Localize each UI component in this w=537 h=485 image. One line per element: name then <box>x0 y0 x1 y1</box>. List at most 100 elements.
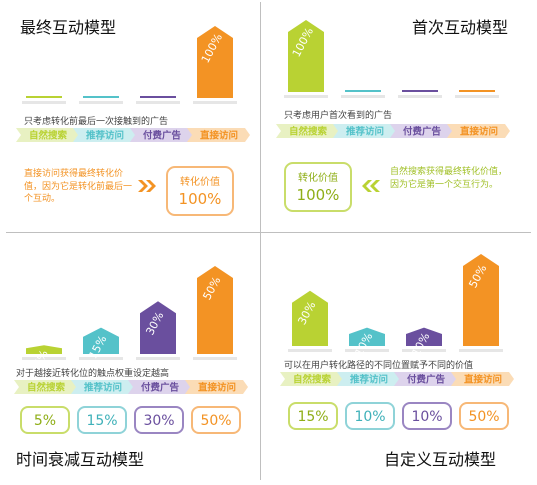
bar-direct <box>463 254 499 346</box>
chart-custom: 30%10% 10%50% <box>288 254 503 358</box>
channel-arrow-paid <box>390 124 453 138</box>
bar-base-direct <box>455 95 499 98</box>
value-box-value: 100% <box>296 186 340 204</box>
panel-title: 最终互动模型 <box>20 18 117 37</box>
channel-arrow-referral <box>333 124 396 138</box>
channel-label-organic: 自然搜索 <box>293 374 332 386</box>
bar-base-referral <box>341 95 385 98</box>
channel-arrow-referral <box>337 372 400 386</box>
bar-base-organic <box>288 349 332 352</box>
value-box-paid: 10% <box>402 402 452 430</box>
value-box-paid: 30% <box>134 406 184 434</box>
bar-base-referral <box>79 357 123 360</box>
channel-arrow-organic <box>276 124 339 138</box>
channel-arrow-referral <box>73 128 136 142</box>
value-box-organic: 15% <box>288 402 338 430</box>
panel-title: 首次互动模型 <box>412 18 509 37</box>
bar-base-direct <box>193 357 237 360</box>
channel-label-paid: 付费广告 <box>403 126 442 138</box>
panel-custom: 30% 10% 10% 50% 可以在用户转化路径的不同位置赋予不同的价值 自然搜索 推… <box>266 234 528 474</box>
description: 直接访问获得最终转化价值，因为它是转化前最后一个互动。 <box>24 169 133 204</box>
channel-arrow-organic <box>14 380 77 394</box>
bar-base-direct <box>193 101 237 104</box>
bar-paid <box>406 327 442 346</box>
channel-label-paid: 付费广告 <box>407 374 446 386</box>
channel-label-paid: 付费广告 <box>141 382 180 394</box>
bar-base-direct <box>459 349 503 352</box>
bar-direct <box>459 90 495 92</box>
channel-arrow-direct <box>447 124 510 138</box>
bar-referral <box>349 327 385 346</box>
channel-arrows: 自然搜索 推荐访问 付费广告 直接访问 <box>276 124 510 138</box>
channel-arrow-paid <box>128 380 191 394</box>
value-box-referral: 15% <box>77 406 127 434</box>
arrow-icon <box>362 180 380 192</box>
channel-arrow-direct <box>187 128 250 142</box>
bar-direct <box>197 266 233 354</box>
bar-base-paid <box>402 349 446 352</box>
bar-organic <box>288 20 324 92</box>
panel-last-interaction: 最终互动模型 100% 只考虑转化前最后一次接触到的广告 自然搜索 推荐访问 付费广… <box>0 0 262 240</box>
vertical-divider <box>260 2 261 480</box>
bar-base-referral <box>79 101 123 104</box>
bar-base-paid <box>136 357 180 360</box>
bar-referral <box>83 96 119 98</box>
bar-base-paid <box>136 101 180 104</box>
chart-note: 只考虑转化前最后一次接触到的广告 <box>24 117 169 127</box>
channel-label-referral: 推荐访问 <box>86 130 124 142</box>
channel-label-referral: 推荐访问 <box>84 382 122 394</box>
bar-organic <box>26 96 62 98</box>
channel-label-organic: 自然搜索 <box>289 126 328 138</box>
bar-paid <box>402 90 438 92</box>
bar-referral <box>83 327 119 354</box>
chart-note: 只考虑用户首次看到的广告 <box>284 111 393 121</box>
channel-label-paid: 付费广告 <box>143 130 182 142</box>
bar-base-organic <box>22 101 66 104</box>
channel-arrows: 自然搜索 推荐访问 付费广告 直接访问 <box>16 128 250 142</box>
chart-note: 可以在用户转化路径的不同位置赋予不同的价值 <box>284 361 474 371</box>
channel-label-direct: 直接访问 <box>464 374 502 386</box>
chart-first: 100% <box>284 20 499 98</box>
bar-organic <box>26 345 62 354</box>
panel-time-decay: 5% 15% 30% 50% 对于越接近转化位的触点权重设定越高 自然搜索 推荐访问 付费… <box>0 234 262 474</box>
panel-first-interaction: 首次互动模型 100% 只考虑用户首次看到的广告 自然搜索 推荐访问 付费广告 直接访… <box>266 0 528 240</box>
chart-decay: 5% 15%30%50% <box>22 266 237 369</box>
value-box: 转化价值 100% <box>284 162 352 212</box>
channel-label-direct: 直接访问 <box>460 126 498 138</box>
value-box-label: 转化价值 <box>298 173 338 184</box>
bar-base-organic <box>284 95 328 98</box>
value-box-organic: 5% <box>20 406 70 434</box>
channel-arrows: 自然搜索 推荐访问 付费广告 直接访问 <box>14 380 248 394</box>
bar-base-paid <box>398 95 442 98</box>
arrow-icon <box>138 180 156 192</box>
channel-arrow-direct <box>451 372 514 386</box>
channel-label-organic: 自然搜索 <box>27 382 66 394</box>
channel-arrow-referral <box>71 380 134 394</box>
chart-last: 100% <box>22 26 237 104</box>
value-box-direct: 50% <box>191 406 241 434</box>
channel-arrow-paid <box>394 372 457 386</box>
bar-referral <box>345 90 381 92</box>
horizontal-divider <box>6 232 531 233</box>
bar-direct <box>197 26 233 98</box>
bar-paid <box>140 301 176 354</box>
value-box-direct: 50% <box>459 402 509 430</box>
chart-note: 对于越接近转化位的触点权重设定越高 <box>16 369 170 379</box>
description: 自然搜索获得最终转化价值，因为它是第一个交互行为。 <box>390 167 508 190</box>
channel-label-referral: 推荐访问 <box>350 374 388 386</box>
channel-arrow-direct <box>185 380 248 394</box>
channel-label-referral: 推荐访问 <box>346 126 384 138</box>
channel-label-direct: 直接访问 <box>198 382 236 394</box>
channel-arrows: 自然搜索 推荐访问 付费广告 直接访问 <box>280 372 514 386</box>
bar-organic <box>292 290 328 346</box>
bar-paid <box>140 96 176 98</box>
value-box-label: 转化价值 <box>180 177 220 188</box>
value-box: 转化价值 100% <box>166 166 234 216</box>
panel-title: 自定义互动模型 <box>384 450 497 469</box>
value-box-value: 100% <box>178 190 222 208</box>
channel-label-organic: 自然搜索 <box>29 130 68 142</box>
channel-label-direct: 直接访问 <box>200 130 238 142</box>
channel-arrow-organic <box>280 372 343 386</box>
value-box-referral: 10% <box>345 402 395 430</box>
bar-base-referral <box>345 349 389 352</box>
